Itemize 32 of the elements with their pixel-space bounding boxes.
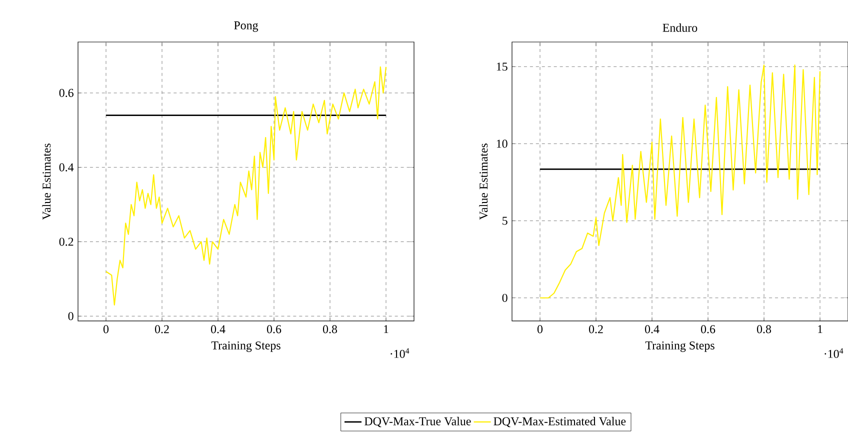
x-axis-title: Training Steps: [211, 341, 280, 352]
y-tick-label: 10: [496, 140, 508, 148]
y-tick-label: 15: [496, 62, 508, 71]
legend-label: DQV-Max-True Value: [364, 416, 471, 428]
x-axis-title: Training Steps: [645, 341, 714, 352]
x-tick-label: 0.8: [322, 325, 338, 334]
text: ·10$^{4}$: [824, 348, 844, 358]
legend-label: DQV-Max-Estimated Value: [494, 416, 626, 428]
y-tick-label: 0.4: [59, 163, 74, 172]
y-tick-label: 0.2: [59, 238, 74, 246]
x-tick-label: 0.2: [588, 325, 603, 334]
x-tick-label: 0: [103, 325, 109, 334]
x-tick-label: 0.6: [266, 325, 282, 334]
line-series: [539, 64, 821, 298]
chart-title: Enduro: [662, 23, 698, 32]
y-tick-label: 0: [502, 294, 508, 302]
chart-title: Pong: [234, 21, 258, 32]
y-tick-label: 0: [68, 312, 74, 320]
y-axis-title: Value Estimates: [42, 144, 51, 220]
x-tick-label: 0: [537, 325, 543, 334]
x-tick-label: 0.8: [756, 325, 772, 334]
x-tick-label: 0.2: [154, 325, 169, 334]
y-tick-label: 5: [502, 216, 508, 225]
x-tick-label: 0.4: [210, 325, 226, 334]
x-tick-label: 0.6: [700, 325, 716, 334]
y-tick-label: 0.6: [59, 88, 74, 98]
y-axis-title: Value Estimates: [479, 144, 488, 220]
x-tick-label: 1: [384, 325, 388, 334]
x-tick-label: 0.4: [644, 325, 660, 334]
text: ·10$^{4}$: [390, 348, 410, 358]
line-series: [105, 66, 387, 306]
x-tick-label: 1: [818, 325, 822, 334]
